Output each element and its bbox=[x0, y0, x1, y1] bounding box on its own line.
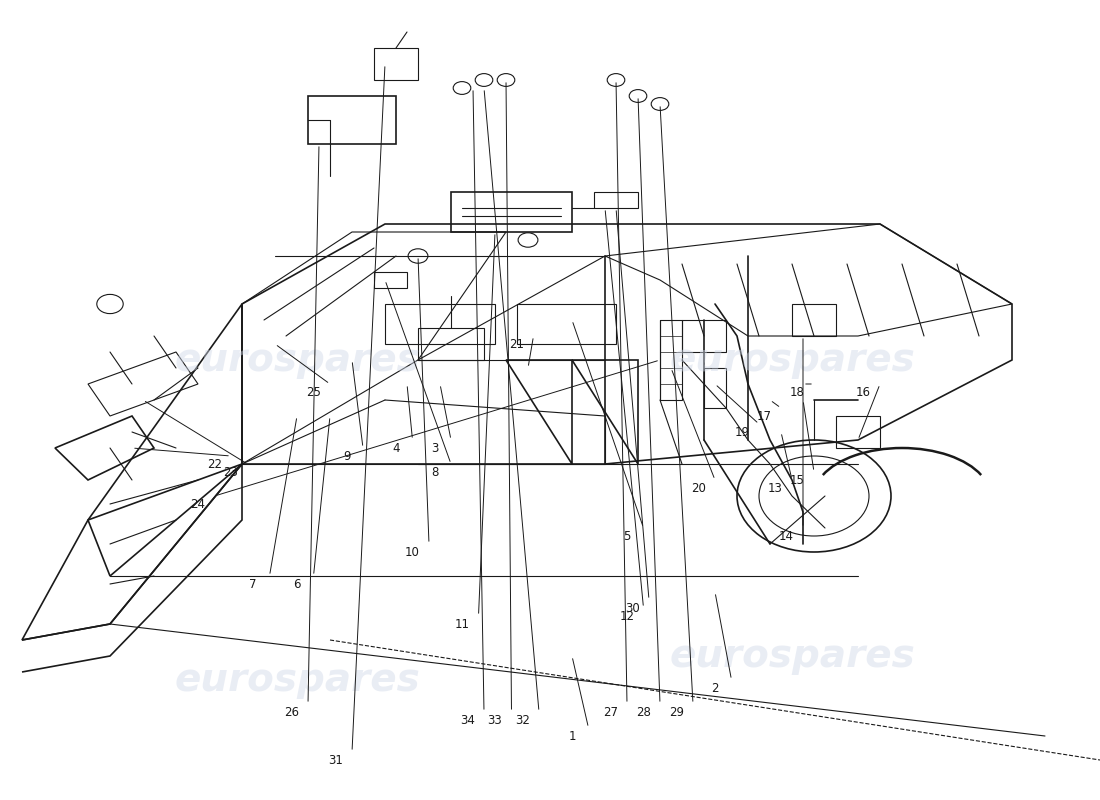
Text: 27: 27 bbox=[603, 706, 618, 718]
Text: 25: 25 bbox=[306, 386, 321, 398]
Text: 31: 31 bbox=[328, 754, 343, 766]
Text: 10: 10 bbox=[405, 546, 420, 558]
Text: 1: 1 bbox=[569, 730, 575, 742]
Text: 3: 3 bbox=[431, 442, 438, 454]
Text: 5: 5 bbox=[624, 530, 630, 542]
Text: 28: 28 bbox=[636, 706, 651, 718]
Text: 17: 17 bbox=[757, 410, 772, 422]
Text: 13: 13 bbox=[768, 482, 783, 494]
Text: 18: 18 bbox=[790, 386, 805, 398]
Text: 34: 34 bbox=[460, 714, 475, 726]
Text: 26: 26 bbox=[284, 706, 299, 718]
Text: eurospares: eurospares bbox=[174, 341, 420, 379]
Text: 32: 32 bbox=[515, 714, 530, 726]
Text: 4: 4 bbox=[393, 442, 399, 454]
Text: eurospares: eurospares bbox=[174, 661, 420, 699]
Text: 8: 8 bbox=[431, 466, 438, 478]
Text: 23: 23 bbox=[223, 466, 239, 478]
Text: 15: 15 bbox=[790, 474, 805, 486]
Text: 14: 14 bbox=[779, 530, 794, 542]
Text: 16: 16 bbox=[856, 386, 871, 398]
Text: 19: 19 bbox=[735, 426, 750, 438]
Text: 24: 24 bbox=[190, 498, 206, 510]
Text: 20: 20 bbox=[691, 482, 706, 494]
Text: 9: 9 bbox=[343, 450, 350, 462]
Text: eurospares: eurospares bbox=[669, 341, 915, 379]
Text: 21: 21 bbox=[509, 338, 525, 350]
Text: 22: 22 bbox=[207, 458, 222, 470]
Text: 29: 29 bbox=[669, 706, 684, 718]
Text: 6: 6 bbox=[294, 578, 300, 590]
Text: 12: 12 bbox=[619, 610, 635, 622]
Text: 7: 7 bbox=[250, 578, 256, 590]
Text: 2: 2 bbox=[712, 682, 718, 694]
Text: 30: 30 bbox=[625, 602, 640, 614]
Text: 11: 11 bbox=[454, 618, 470, 630]
Text: 33: 33 bbox=[487, 714, 503, 726]
Text: eurospares: eurospares bbox=[669, 637, 915, 675]
